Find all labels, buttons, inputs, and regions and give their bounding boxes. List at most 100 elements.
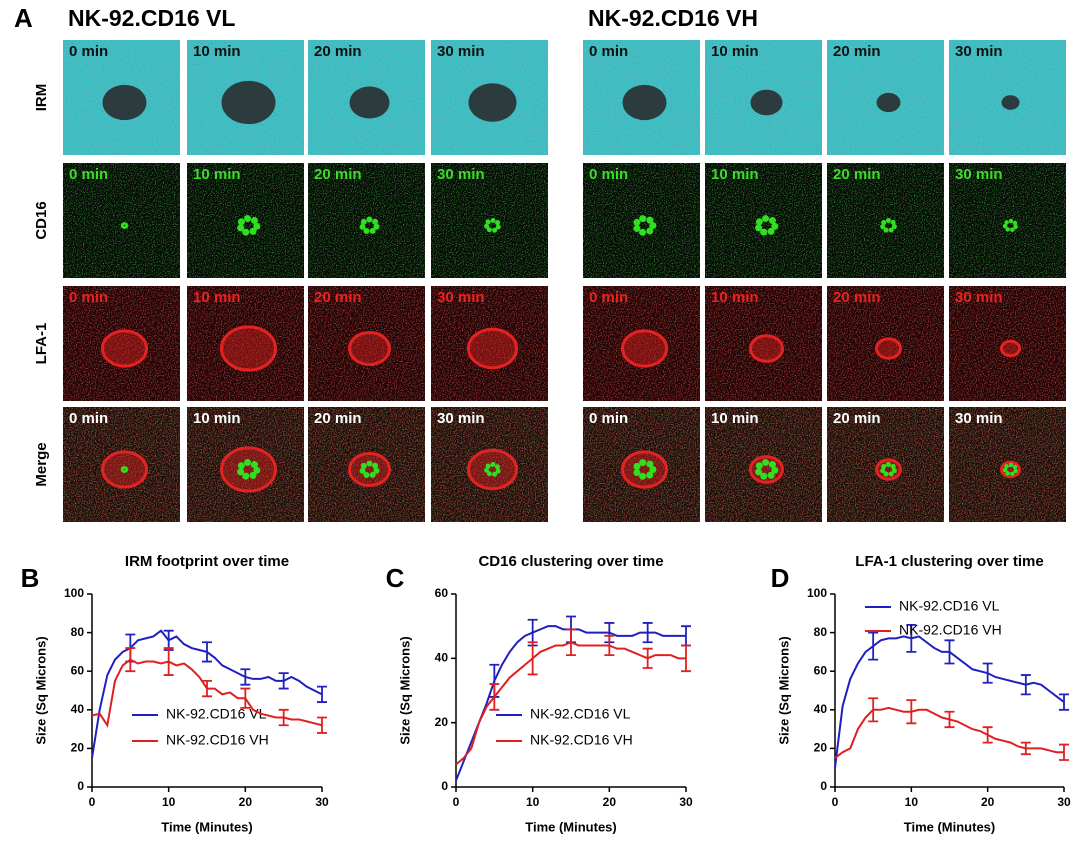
- cd16-cluster: [484, 223, 490, 229]
- time-label: 10 min: [193, 289, 241, 306]
- cd16-cluster: [771, 222, 779, 230]
- cd16-cluster: [242, 228, 250, 236]
- error-bar: [240, 668, 251, 686]
- cd16-cluster: [633, 224, 641, 232]
- x-tick-label: 20: [603, 795, 617, 809]
- legend-label: NK-92.CD16 VL: [899, 598, 1000, 614]
- x-tick-label: 0: [832, 795, 839, 809]
- x-tick-label: 30: [679, 795, 693, 809]
- cd16-cluster: [495, 224, 501, 230]
- noise: [63, 163, 180, 278]
- cd16-cluster: [771, 466, 779, 474]
- chart-title: LFA-1 clustering over time: [855, 553, 1043, 570]
- cd16-cluster: [237, 218, 245, 226]
- time-label: 0 min: [69, 166, 108, 183]
- cd16-cluster: [249, 227, 257, 235]
- lfa1-ring: [749, 334, 784, 363]
- noise: [827, 286, 944, 401]
- time-label: 10 min: [711, 43, 759, 60]
- cd16-cluster: [253, 466, 261, 474]
- cd16-cluster: [486, 471, 492, 477]
- cd16-cluster: [755, 218, 763, 226]
- group-title: NK-92.CD16 VL: [68, 5, 235, 31]
- cd16-cluster: [891, 468, 897, 474]
- time-label: 20 min: [833, 166, 881, 183]
- time-label: 20 min: [314, 410, 362, 427]
- x-tick-label: 10: [526, 795, 540, 809]
- cd16-cluster: [1013, 468, 1018, 474]
- row-label: CD16: [33, 201, 50, 239]
- error-bar: [681, 644, 691, 673]
- time-label: 20 min: [833, 43, 881, 60]
- time-label: 0 min: [69, 43, 108, 60]
- panel-label: D: [771, 563, 790, 593]
- cell-footprint: [468, 83, 517, 122]
- lfa1-ring: [621, 329, 668, 368]
- error-bar: [489, 683, 500, 711]
- error-bar: [202, 641, 212, 663]
- row-label: IRM: [33, 84, 50, 112]
- noise: [63, 407, 180, 522]
- cd16-cluster: [633, 468, 641, 476]
- cd16-cluster: [1008, 462, 1014, 468]
- cd16-cluster: [485, 219, 491, 225]
- cell-footprint: [750, 89, 783, 116]
- x-axis-label: Time (Minutes): [904, 819, 996, 834]
- cd16-cluster: [360, 462, 367, 469]
- y-tick-label: 60: [71, 663, 85, 677]
- cd16-cluster: [492, 227, 498, 233]
- time-label: 0 min: [69, 410, 108, 427]
- error-bar: [566, 628, 576, 657]
- y-tick-label: 0: [77, 779, 84, 793]
- legend-label: NK-92.CD16 VL: [530, 706, 631, 722]
- cd16-cluster: [1012, 464, 1018, 470]
- time-label: 20 min: [833, 289, 881, 306]
- time-label: 30 min: [955, 166, 1003, 183]
- error-bar: [604, 634, 615, 657]
- error-bar: [278, 672, 289, 690]
- error-bar: [906, 699, 917, 725]
- error-bar: [1059, 693, 1069, 711]
- error-bar: [982, 726, 993, 744]
- y-tick-label: 20: [71, 741, 85, 755]
- cd16-cluster: [1002, 467, 1008, 473]
- cd16-cluster: [1005, 471, 1010, 476]
- cd16-cluster: [883, 471, 889, 477]
- cd16-cluster: [639, 472, 647, 480]
- error-bar: [317, 716, 327, 734]
- error-bar: [944, 710, 955, 729]
- cd16-cluster: [755, 468, 763, 476]
- cd16-cluster: [633, 462, 641, 470]
- cd16-cluster: [767, 471, 775, 479]
- y-tick-label: 100: [807, 586, 827, 600]
- cd16-cluster: [1012, 220, 1018, 226]
- cd16-cluster: [124, 466, 128, 470]
- cd16-cluster: [373, 467, 380, 474]
- x-tick-label: 10: [905, 795, 919, 809]
- x-tick-label: 30: [1057, 795, 1071, 809]
- cd16-cluster: [253, 222, 261, 230]
- time-label: 30 min: [955, 289, 1003, 306]
- cell-footprint: [876, 92, 901, 113]
- lfa1-ring: [875, 337, 902, 360]
- time-label: 30 min: [955, 43, 1003, 60]
- cd16-cluster: [486, 227, 492, 233]
- y-tick-label: 40: [71, 702, 85, 716]
- y-axis-label: Size (Sq Microns): [776, 636, 791, 744]
- cd16-cluster: [649, 466, 657, 473]
- legend-label: NK-92.CD16 VL: [166, 706, 267, 722]
- x-tick-label: 20: [239, 795, 253, 809]
- y-tick-label: 20: [435, 715, 449, 729]
- lfa1-ring: [467, 448, 518, 491]
- cell-footprint: [622, 84, 667, 121]
- lfa1-ring: [348, 452, 391, 487]
- y-tick-label: 60: [435, 586, 449, 600]
- time-label: 0 min: [589, 289, 628, 306]
- error-bar: [202, 679, 212, 698]
- error-bar: [1059, 743, 1069, 761]
- lfa1-ring: [1000, 339, 1021, 358]
- cd16-cluster: [490, 462, 496, 468]
- y-tick-label: 0: [441, 779, 448, 793]
- x-axis-label: Time (Minutes): [161, 819, 253, 834]
